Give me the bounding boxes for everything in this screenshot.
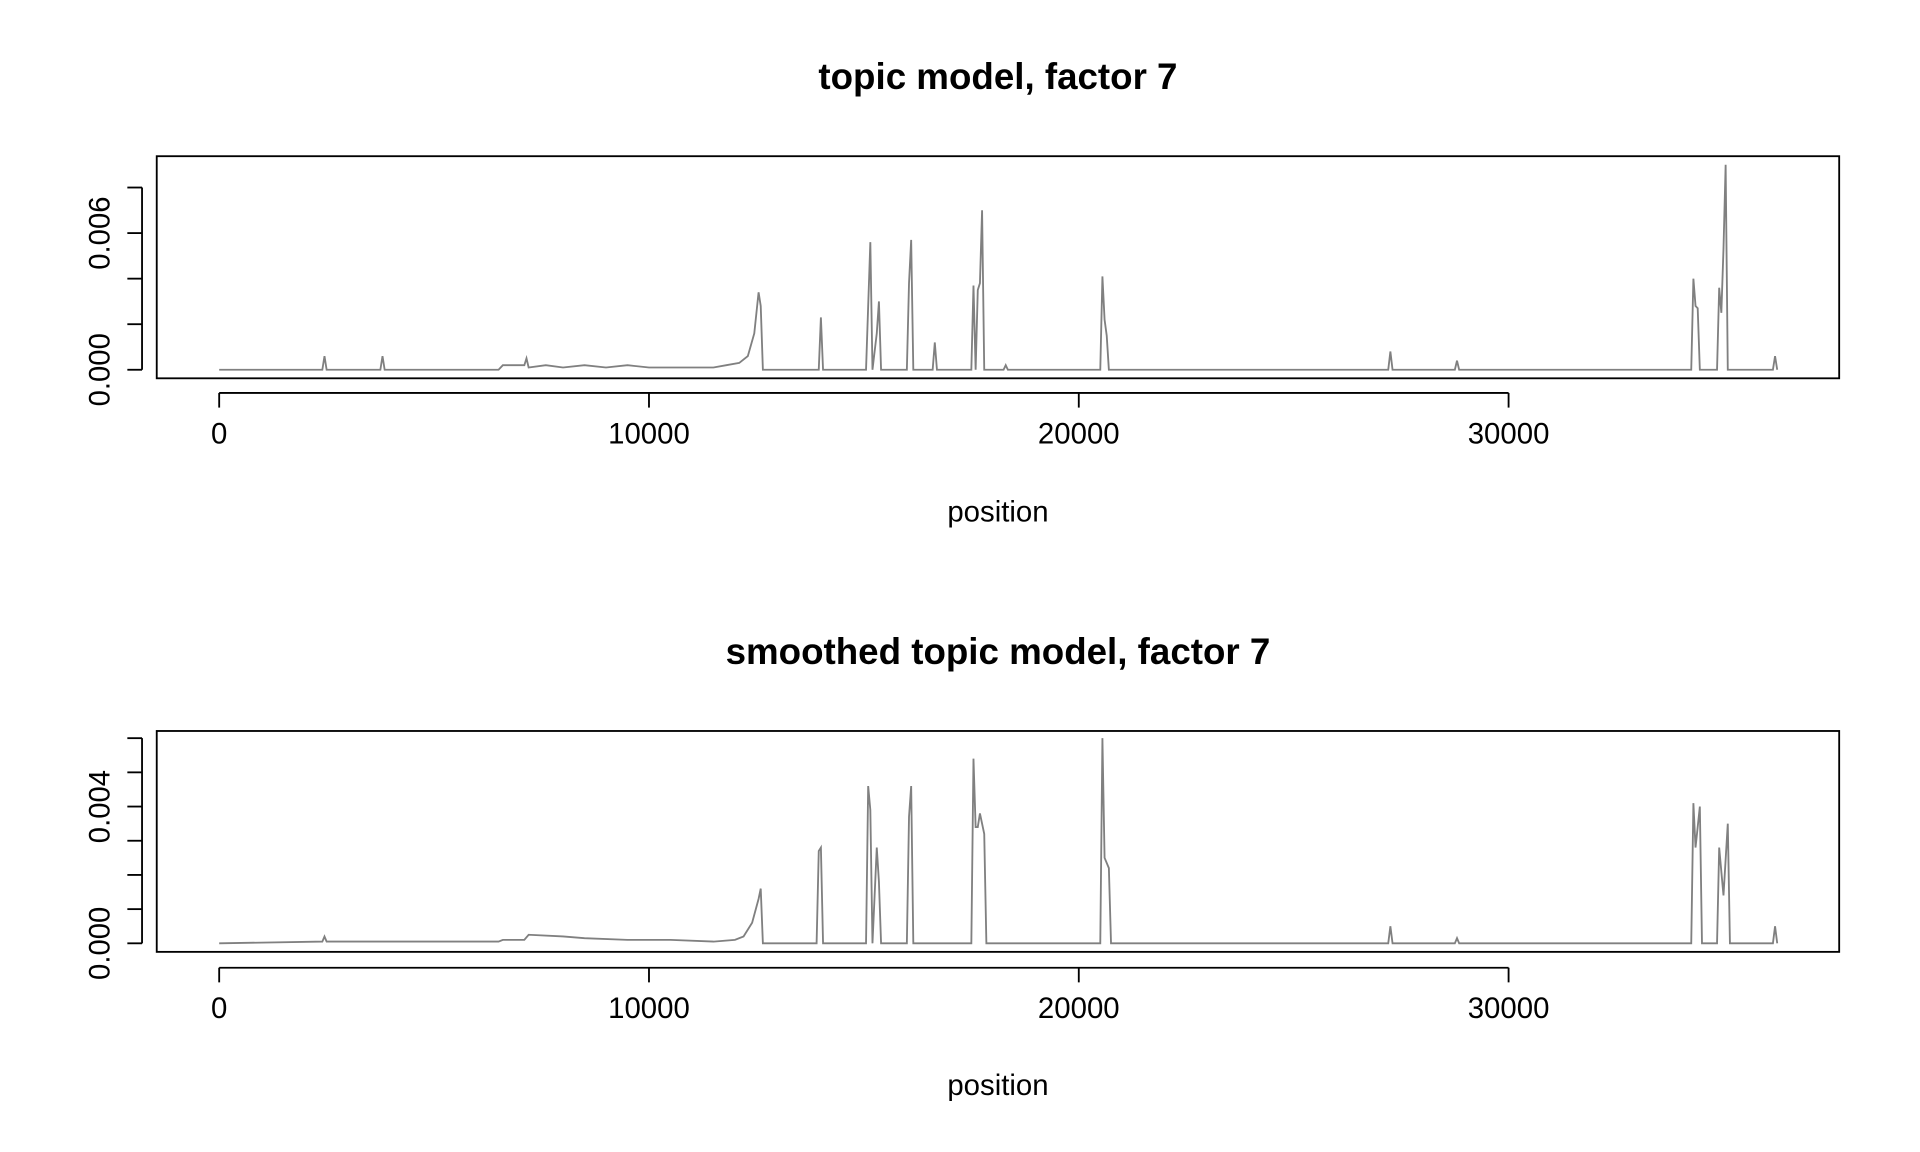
x-tick-label: 20000 (1038, 992, 1120, 1025)
x-tick-label: 10000 (608, 992, 690, 1025)
x-tick-label: 30000 (1468, 992, 1550, 1025)
plot-frame (155, 730, 1841, 953)
x-tick-label: 20000 (1038, 417, 1120, 450)
x-tick-label: 0 (211, 992, 227, 1025)
y-tick-label: 0.004 (83, 770, 116, 843)
x-tick-label: 0 (211, 417, 227, 450)
x-tick-label: 30000 (1468, 417, 1550, 450)
y-tick-label: 0.000 (83, 907, 116, 980)
plot-frame (155, 155, 1841, 380)
y-tick-label: 0.000 (83, 333, 116, 406)
chart-title: topic model, factor 7 (818, 56, 1177, 97)
x-axis-label: position (947, 496, 1048, 529)
data-line (219, 738, 1779, 945)
chart-title: smoothed topic model, factor 7 (726, 631, 1271, 672)
x-axis-label: position (947, 1069, 1048, 1102)
data-line (219, 164, 1779, 371)
y-tick-label: 0.006 (83, 196, 116, 269)
x-tick-label: 10000 (608, 417, 690, 450)
